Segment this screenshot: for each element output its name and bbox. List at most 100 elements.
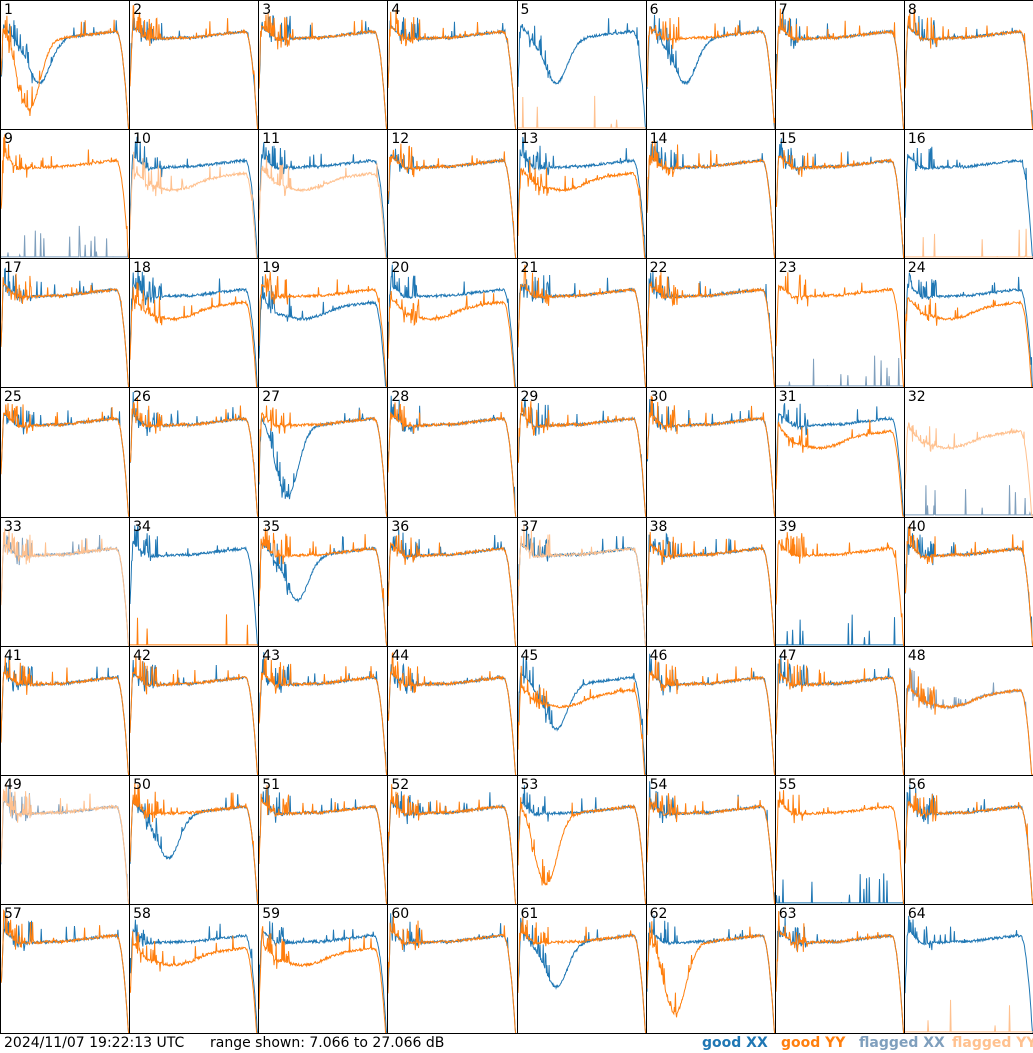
panel-label: 27	[262, 389, 281, 406]
panel-3: 3	[258, 0, 389, 131]
panel-label: 58	[133, 905, 151, 922]
panel-label: 60	[391, 905, 410, 922]
panel-plot	[776, 388, 904, 516]
panel-52: 52	[387, 774, 518, 905]
panel-label: 29	[520, 389, 539, 406]
yy-trace	[905, 423, 1033, 517]
yy-trace	[776, 790, 904, 904]
panel-label: 17	[4, 260, 22, 277]
panel-2: 2	[129, 0, 260, 131]
panel-64: 64	[903, 903, 1033, 1034]
xx-trace	[130, 137, 258, 258]
yy-trace	[518, 525, 646, 646]
panel-40: 40	[903, 516, 1033, 647]
xx-trace	[647, 781, 775, 904]
xx-trace	[518, 527, 646, 646]
panel-plot	[388, 647, 516, 775]
panel-plot	[259, 518, 387, 646]
panel-33: 33	[0, 516, 131, 647]
panel-label: 5	[520, 2, 530, 18]
panel-15: 15	[774, 129, 905, 260]
panel-plot	[259, 259, 387, 387]
panel-plot	[776, 776, 904, 904]
panel-plot	[259, 130, 387, 258]
panel-label: 22	[649, 260, 668, 277]
panel-25: 25	[0, 387, 131, 518]
panel-label: 24	[907, 260, 926, 277]
yy-trace	[518, 160, 646, 258]
panel-label: 48	[907, 647, 926, 664]
panel-plot	[130, 259, 258, 387]
panel-plot	[518, 905, 646, 1033]
yy-trace	[647, 532, 775, 646]
panel-36: 36	[387, 516, 518, 647]
xx-trace	[905, 273, 1033, 387]
yy-trace	[1, 404, 129, 517]
panel-plot	[776, 518, 904, 646]
yy-trace	[259, 657, 387, 775]
panel-label: 37	[520, 518, 539, 535]
panel-label: 21	[520, 260, 539, 277]
yy-trace	[776, 532, 904, 646]
panel-16: 16	[903, 129, 1033, 260]
xx-trace	[130, 525, 258, 646]
panel-27: 27	[258, 387, 389, 518]
yy-trace	[259, 272, 387, 387]
panel-60: 60	[387, 903, 518, 1034]
panel-plot	[130, 518, 258, 646]
panel-11: 11	[258, 129, 389, 260]
panel-61: 61	[516, 903, 647, 1034]
panel-label: 19	[262, 260, 281, 277]
xx-trace	[905, 486, 1033, 516]
panel-17: 17	[0, 258, 131, 389]
yy-trace	[259, 14, 387, 130]
yy-trace	[259, 527, 387, 645]
panel-label: 13	[520, 131, 539, 148]
xx-trace	[776, 614, 904, 644]
panel-plot	[388, 130, 516, 258]
yy-trace	[518, 917, 646, 1033]
yy-trace	[130, 282, 258, 387]
panel-plot	[905, 130, 1033, 258]
panel-plot	[388, 388, 516, 516]
panel-plot	[388, 259, 516, 387]
panel-label: 28	[391, 389, 410, 406]
panel-label: 25	[4, 389, 22, 406]
panel-1: 1	[0, 0, 131, 131]
yy-trace	[1, 782, 129, 903]
panel-plot	[388, 905, 516, 1033]
panel-plot	[776, 1, 904, 129]
panel-plot	[905, 259, 1033, 387]
xx-trace	[776, 9, 904, 129]
panel-10: 10	[129, 129, 260, 260]
panel-plot	[905, 1, 1033, 129]
xx-trace	[905, 916, 1033, 1033]
panel-label: 32	[907, 389, 926, 406]
panel-20: 20	[387, 258, 518, 389]
panel-label: 62	[649, 905, 668, 922]
panel-plot	[647, 259, 775, 387]
xx-trace	[776, 873, 904, 902]
panel-plot	[1, 1, 129, 129]
yy-trace	[905, 524, 1033, 646]
panel-plot	[776, 259, 904, 387]
yy-trace	[130, 783, 258, 904]
xx-trace	[776, 655, 904, 775]
panel-label: 50	[133, 776, 151, 793]
panel-plot	[130, 776, 258, 904]
panel-plot	[776, 905, 904, 1033]
yy-trace	[776, 150, 904, 258]
panel-6: 6	[645, 0, 776, 131]
panel-label: 39	[778, 518, 797, 535]
panel-label: 18	[133, 260, 151, 277]
panel-31: 31	[774, 387, 905, 518]
yy-trace	[647, 272, 775, 387]
yy-trace	[905, 669, 1033, 774]
panel-plot	[905, 905, 1033, 1033]
panel-54: 54	[645, 774, 776, 905]
xx-trace	[1, 268, 129, 388]
xx-trace	[130, 919, 258, 1033]
panel-label: 34	[133, 518, 151, 535]
panel-26: 26	[129, 387, 260, 518]
yy-trace	[1, 910, 129, 1033]
